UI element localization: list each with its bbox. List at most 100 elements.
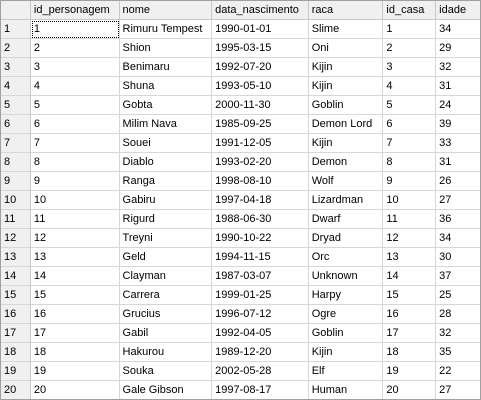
- id-personagem-cell[interactable]: 7: [30, 134, 120, 153]
- data-nascimento-cell[interactable]: 1988-06-30: [212, 210, 309, 229]
- row-number-cell[interactable]: 3: [1, 58, 31, 77]
- row-number-cell[interactable]: 14: [1, 267, 31, 286]
- idade-cell[interactable]: 28: [436, 305, 480, 324]
- nome-cell[interactable]: Grucius: [119, 305, 213, 324]
- table-row[interactable]: 17 17 Gabil 1992-04-05 Goblin 17 32: [1, 324, 480, 343]
- idade-cell[interactable]: 30: [436, 248, 480, 267]
- id-personagem-cell[interactable]: 11: [30, 210, 120, 229]
- column-header-id-casa[interactable]: id_casa: [383, 1, 437, 20]
- raca-cell[interactable]: Ogre: [308, 305, 384, 324]
- nome-cell[interactable]: Geld: [119, 248, 213, 267]
- raca-cell[interactable]: Demon Lord: [308, 115, 384, 134]
- nome-cell[interactable]: Benimaru: [119, 58, 213, 77]
- idade-cell[interactable]: 34: [436, 229, 480, 248]
- idade-cell[interactable]: 32: [436, 324, 480, 343]
- raca-cell[interactable]: Demon: [308, 153, 384, 172]
- row-number-cell[interactable]: 7: [1, 134, 31, 153]
- id-casa-cell[interactable]: 8: [383, 153, 437, 172]
- idade-cell[interactable]: 32: [436, 58, 480, 77]
- row-number-cell[interactable]: 2: [1, 39, 31, 58]
- data-nascimento-cell[interactable]: 1989-12-20: [212, 343, 309, 362]
- id-personagem-cell[interactable]: 5: [30, 96, 120, 115]
- idade-cell[interactable]: 35: [436, 343, 480, 362]
- id-casa-cell[interactable]: 5: [383, 96, 437, 115]
- id-casa-cell[interactable]: 15: [383, 286, 437, 305]
- id-casa-cell[interactable]: 14: [383, 267, 437, 286]
- table-row[interactable]: 15 15 Carrera 1999-01-25 Harpy 15 25: [1, 286, 480, 305]
- column-header-raca[interactable]: raca: [308, 1, 384, 20]
- idade-cell[interactable]: 22: [436, 362, 480, 381]
- id-personagem-cell[interactable]: 15: [30, 286, 120, 305]
- data-nascimento-cell[interactable]: 1990-10-22: [212, 229, 309, 248]
- row-number-cell[interactable]: 19: [1, 362, 31, 381]
- data-nascimento-cell[interactable]: 2000-11-30: [212, 96, 309, 115]
- row-number-cell[interactable]: 5: [1, 96, 31, 115]
- row-number-cell[interactable]: 6: [1, 115, 31, 134]
- row-number-cell[interactable]: 16: [1, 305, 31, 324]
- table-row[interactable]: 10 10 Gabiru 1997-04-18 Lizardman 10 27: [1, 191, 480, 210]
- raca-cell[interactable]: Dwarf: [308, 210, 384, 229]
- id-personagem-cell[interactable]: 17: [30, 324, 120, 343]
- raca-cell[interactable]: Kijin: [308, 58, 384, 77]
- table-row[interactable]: 9 9 Ranga 1998-08-10 Wolf 9 26: [1, 172, 480, 191]
- idade-cell[interactable]: 26: [436, 172, 480, 191]
- table-row[interactable]: 3 3 Benimaru 1992-07-20 Kijin 3 32: [1, 58, 480, 77]
- idade-cell[interactable]: 39: [436, 115, 480, 134]
- id-personagem-cell[interactable]: 12: [30, 229, 120, 248]
- nome-cell[interactable]: Souei: [119, 134, 213, 153]
- data-nascimento-cell[interactable]: 1999-01-25: [212, 286, 309, 305]
- data-nascimento-cell[interactable]: 2002-05-28: [212, 362, 309, 381]
- data-nascimento-cell[interactable]: 1996-07-12: [212, 305, 309, 324]
- raca-cell[interactable]: Goblin: [308, 324, 384, 343]
- raca-cell[interactable]: Kijin: [308, 343, 384, 362]
- table-row[interactable]: 1 1 Rimuru Tempest 1990-01-01 Slime 1 34: [1, 20, 480, 39]
- nome-cell[interactable]: Hakurou: [119, 343, 213, 362]
- nome-cell[interactable]: Carrera: [119, 286, 213, 305]
- nome-cell[interactable]: Rigurd: [119, 210, 213, 229]
- id-personagem-cell[interactable]: 8: [30, 153, 120, 172]
- idade-cell[interactable]: 34: [436, 20, 480, 39]
- idade-cell[interactable]: 24: [436, 96, 480, 115]
- row-number-cell[interactable]: 17: [1, 324, 31, 343]
- column-header-data-nascimento[interactable]: data_nascimento: [212, 1, 309, 20]
- id-casa-cell[interactable]: 18: [383, 343, 437, 362]
- raca-cell[interactable]: Unknown: [308, 267, 384, 286]
- row-number-cell[interactable]: 8: [1, 153, 31, 172]
- row-number-cell[interactable]: 12: [1, 229, 31, 248]
- corner-header[interactable]: [1, 1, 31, 20]
- table-row[interactable]: 12 12 Treyni 1990-10-22 Dryad 12 34: [1, 229, 480, 248]
- column-header-idade[interactable]: idade: [436, 1, 480, 20]
- raca-cell[interactable]: Wolf: [308, 172, 384, 191]
- table-row[interactable]: 13 13 Geld 1994-11-15 Orc 13 30: [1, 248, 480, 267]
- id-personagem-cell[interactable]: 19: [30, 362, 120, 381]
- id-casa-cell[interactable]: 2: [383, 39, 437, 58]
- row-number-cell[interactable]: 10: [1, 191, 31, 210]
- data-nascimento-cell[interactable]: 1994-11-15: [212, 248, 309, 267]
- raca-cell[interactable]: Kijin: [308, 77, 384, 96]
- raca-cell[interactable]: Orc: [308, 248, 384, 267]
- nome-cell[interactable]: Gobta: [119, 96, 213, 115]
- table-row[interactable]: 19 19 Souka 2002-05-28 Elf 19 22: [1, 362, 480, 381]
- raca-cell[interactable]: Slime: [308, 20, 384, 39]
- nome-cell[interactable]: Gale Gibson: [120, 381, 213, 399]
- table-row[interactable]: 5 5 Gobta 2000-11-30 Goblin 5 24: [1, 96, 480, 115]
- raca-cell[interactable]: Dryad: [308, 229, 384, 248]
- nome-cell[interactable]: Diablo: [119, 153, 213, 172]
- nome-cell[interactable]: Shuna: [119, 77, 213, 96]
- id-personagem-cell[interactable]: 14: [30, 267, 120, 286]
- id-casa-cell[interactable]: 1: [383, 20, 437, 39]
- table-row[interactable]: 4 4 Shuna 1993-05-10 Kijin 4 31: [1, 77, 480, 96]
- nome-cell[interactable]: Shion: [119, 39, 213, 58]
- row-number-cell[interactable]: 11: [1, 210, 31, 229]
- idade-cell[interactable]: 25: [436, 286, 480, 305]
- data-nascimento-cell[interactable]: 1998-08-10: [212, 172, 309, 191]
- column-header-nome[interactable]: nome: [119, 1, 213, 20]
- idade-cell[interactable]: 27: [436, 381, 480, 399]
- idade-cell[interactable]: 33: [436, 134, 480, 153]
- data-nascimento-cell[interactable]: 1995-03-15: [212, 39, 309, 58]
- data-nascimento-cell[interactable]: 1985-09-25: [212, 115, 309, 134]
- id-casa-cell[interactable]: 19: [383, 362, 437, 381]
- raca-cell[interactable]: Elf: [308, 362, 384, 381]
- id-personagem-cell[interactable]: 16: [30, 305, 120, 324]
